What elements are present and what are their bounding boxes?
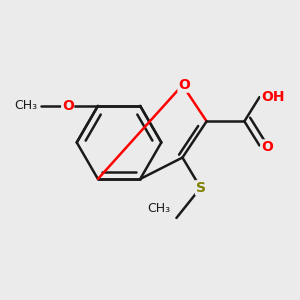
Text: CH₃: CH₃	[147, 202, 170, 215]
Text: O: O	[261, 140, 273, 154]
Text: S: S	[196, 181, 206, 195]
Text: CH₃: CH₃	[14, 99, 38, 112]
Text: O: O	[178, 78, 190, 92]
Text: O: O	[62, 99, 74, 113]
Text: OH: OH	[261, 90, 284, 104]
